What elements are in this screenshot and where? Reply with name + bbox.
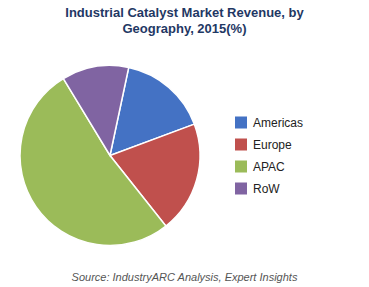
source-note: Source: IndustryARC Analysis, Expert Ins…: [72, 271, 298, 283]
legend-label: Europe: [253, 138, 292, 152]
legend-item: Americas: [235, 116, 303, 130]
legend-item: Europe: [235, 138, 292, 152]
legend-label: RoW: [253, 182, 280, 196]
pie: [20, 66, 200, 246]
legend-item: RoW: [235, 182, 280, 196]
legend-swatch: [235, 161, 247, 173]
pie-slice: [63, 66, 128, 156]
legend-swatch: [235, 139, 247, 151]
legend: Americas Europe APAC RoW: [235, 116, 303, 196]
legend-label: Americas: [253, 116, 303, 130]
legend-swatch: [235, 117, 247, 129]
legend-label: APAC: [253, 160, 285, 174]
legend-swatch: [235, 183, 247, 195]
legend-item: APAC: [235, 160, 285, 174]
title: Industrial Catalyst Market Revenue, byGe…: [65, 5, 304, 36]
chart: Industrial Catalyst Market Revenue, byGe…: [0, 0, 369, 287]
